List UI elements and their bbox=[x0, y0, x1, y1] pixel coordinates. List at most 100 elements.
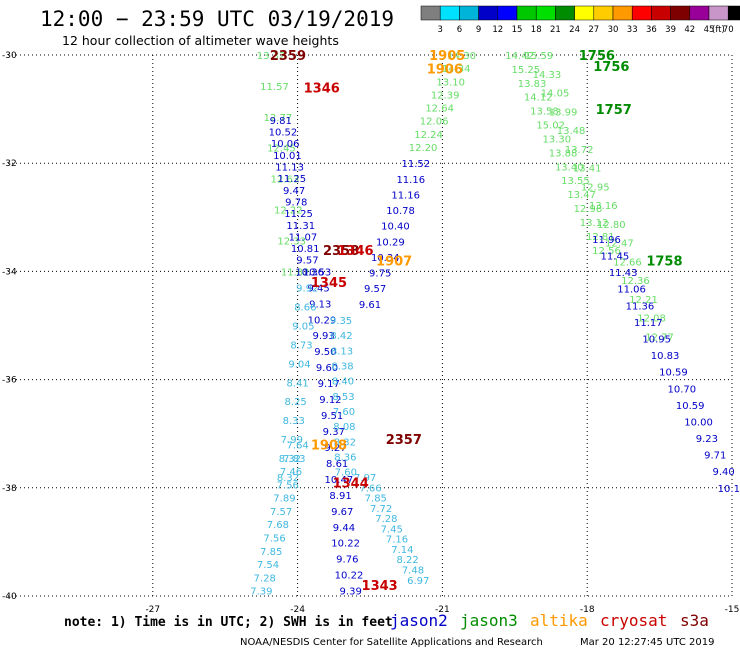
pass-time-label: 1344 bbox=[333, 476, 369, 491]
wave-height-value: 8.61 bbox=[326, 459, 348, 470]
wave-height-value: 11.31 bbox=[286, 221, 315, 232]
pass-time-label: 1756 bbox=[579, 49, 615, 64]
wave-height-value: 9.05 bbox=[292, 322, 314, 333]
colorbar-swatch bbox=[727, 5, 740, 21]
wave-height-value: 14.34 bbox=[442, 64, 471, 75]
wave-height-value: 12.24 bbox=[414, 130, 443, 141]
wave-height-value: 7.83 bbox=[283, 454, 305, 465]
colorbar-label: 42 bbox=[684, 25, 695, 35]
wave-height-value: 7.48 bbox=[402, 565, 424, 576]
pass-time-label: 1908 bbox=[311, 439, 347, 454]
colorbar-swatch bbox=[651, 5, 671, 21]
colorbar-label: 27 bbox=[588, 25, 599, 35]
wave-height-value: 10.34 bbox=[371, 253, 400, 264]
wave-height-value: 11.96 bbox=[592, 235, 621, 246]
wave-height-value: 13.30 bbox=[543, 134, 572, 145]
footnote: note: 1) Time is in UTC; 2) SWH is in fe… bbox=[64, 615, 393, 630]
wave-height-value: 12.95 bbox=[581, 182, 610, 193]
colorbar-swatch bbox=[689, 5, 710, 21]
wave-height-value: 12.81 bbox=[586, 232, 615, 243]
wave-height-value: 7.28 bbox=[375, 514, 397, 525]
wave-height-tracks: 13.32 11.57 12.77 12.45 12.63 12.22 12.33 11.82… bbox=[250, 51, 740, 598]
y-tick-label: -34 bbox=[2, 267, 17, 277]
pass-time-label: 1758 bbox=[646, 255, 682, 270]
wave-height-value: 9.39 bbox=[340, 587, 362, 598]
wave-height-value: 9.04 bbox=[288, 359, 310, 370]
colorbar-label: 12 bbox=[492, 25, 503, 35]
wave-height-value: 12.63 bbox=[271, 175, 300, 186]
wave-height-value: 10.36 bbox=[295, 267, 324, 278]
wave-height-value: 9.35 bbox=[330, 316, 352, 327]
colorbar-unit: (ft) bbox=[712, 25, 725, 35]
x-tick-label: -27 bbox=[145, 605, 160, 615]
wave-height-value: 10.29 bbox=[308, 315, 337, 326]
wave-height-value: 8.41 bbox=[286, 378, 308, 389]
wave-height-value: 13.16 bbox=[589, 201, 618, 212]
legend-cryosat: cryosat bbox=[600, 611, 667, 630]
wave-height-value: 13.88 bbox=[549, 148, 578, 159]
wave-height-value: 11.45 bbox=[601, 252, 630, 263]
wave-height-value: 8.38 bbox=[331, 362, 353, 373]
wave-height-value: 8.42 bbox=[330, 331, 352, 342]
pass-time-label: 1756 bbox=[593, 60, 629, 75]
legend-jason3: jason3 bbox=[460, 611, 518, 630]
pass-time-label: 1907 bbox=[376, 255, 412, 270]
timestamp-text: Mar 20 12:27:45 UTC 2019 bbox=[580, 637, 715, 648]
wave-height-value: 10.22 bbox=[335, 571, 364, 582]
wave-height-value: 8.53 bbox=[332, 392, 354, 403]
wave-height-value: 7.60 bbox=[335, 468, 357, 479]
wave-height-value: 7.89 bbox=[273, 494, 295, 505]
wave-height-value: 9.50 bbox=[314, 347, 336, 358]
wave-height-value: 10.59 bbox=[676, 401, 705, 412]
wave-height-value: 11.25 bbox=[284, 209, 313, 220]
wave-height-value: 13.40 bbox=[555, 162, 584, 173]
wave-height-value: 9.23 bbox=[696, 434, 718, 445]
wave-height-value: 9.76 bbox=[336, 555, 358, 566]
wave-height-value: 9.67 bbox=[331, 507, 353, 518]
wave-height-value: 10.78 bbox=[386, 206, 415, 217]
colorbar-label: 36 bbox=[646, 25, 657, 35]
colorbar-label: 24 bbox=[569, 25, 580, 35]
wave-height-value: 12.20 bbox=[409, 143, 438, 154]
colorbar-swatch bbox=[459, 5, 479, 21]
wave-height-value: 12.47 bbox=[605, 239, 634, 250]
wave-height-value: 9.57 bbox=[364, 284, 386, 295]
wave-height-value: 9.40 bbox=[713, 467, 735, 478]
wave-height-value: 11.82 bbox=[281, 267, 310, 278]
wave-height-value: 7.68 bbox=[267, 520, 289, 531]
wave-height-value: 14.05 bbox=[541, 89, 570, 100]
colorbar-swatch bbox=[497, 5, 518, 21]
wave-height-value: 14.12 bbox=[524, 93, 553, 104]
wave-height-value: 8.91 bbox=[329, 491, 351, 502]
wave-height-value: 10.81 bbox=[291, 244, 320, 255]
wave-height-value: 8.32 bbox=[279, 454, 301, 465]
wave-height-value: 9.75 bbox=[369, 269, 391, 280]
wave-height-value: 12.33 bbox=[277, 236, 306, 247]
wave-height-value: 14.30 bbox=[447, 51, 476, 62]
wave-height-value: 7.56 bbox=[277, 480, 299, 491]
wave-height-value: 9.60 bbox=[316, 363, 338, 374]
wave-height-value: 12.56 bbox=[592, 246, 621, 257]
colorbar-swatch bbox=[555, 5, 575, 21]
pass-time-label: 1346 bbox=[337, 244, 373, 259]
wave-height-value: 8.13 bbox=[331, 346, 353, 357]
wave-height-value: 8.32 bbox=[334, 437, 356, 448]
wave-height-value: 13.58 bbox=[530, 107, 559, 118]
wave-height-value: 12.21 bbox=[629, 295, 658, 306]
wave-height-value: 13.41 bbox=[573, 164, 602, 175]
wave-height-value: 12.08 bbox=[637, 314, 666, 325]
colorbar-label: 39 bbox=[665, 25, 676, 35]
wave-height-value: 11.06 bbox=[617, 285, 646, 296]
wave-height-value: 13.12 bbox=[580, 218, 609, 229]
wave-height-value: 10.52 bbox=[269, 128, 298, 139]
wave-height-value: 8.66 bbox=[294, 303, 316, 314]
wave-height-value: 8.36 bbox=[334, 452, 356, 463]
wave-height-value: 13.48 bbox=[557, 126, 586, 137]
wave-height-value: 9.13 bbox=[309, 299, 331, 310]
wave-height-value: 12.64 bbox=[425, 104, 454, 115]
y-tick-label: -36 bbox=[2, 376, 17, 386]
wave-height-value: 7.28 bbox=[254, 573, 276, 584]
wave-height-value: 8.40 bbox=[332, 377, 354, 388]
wave-height-value: 13.55 bbox=[561, 176, 590, 187]
